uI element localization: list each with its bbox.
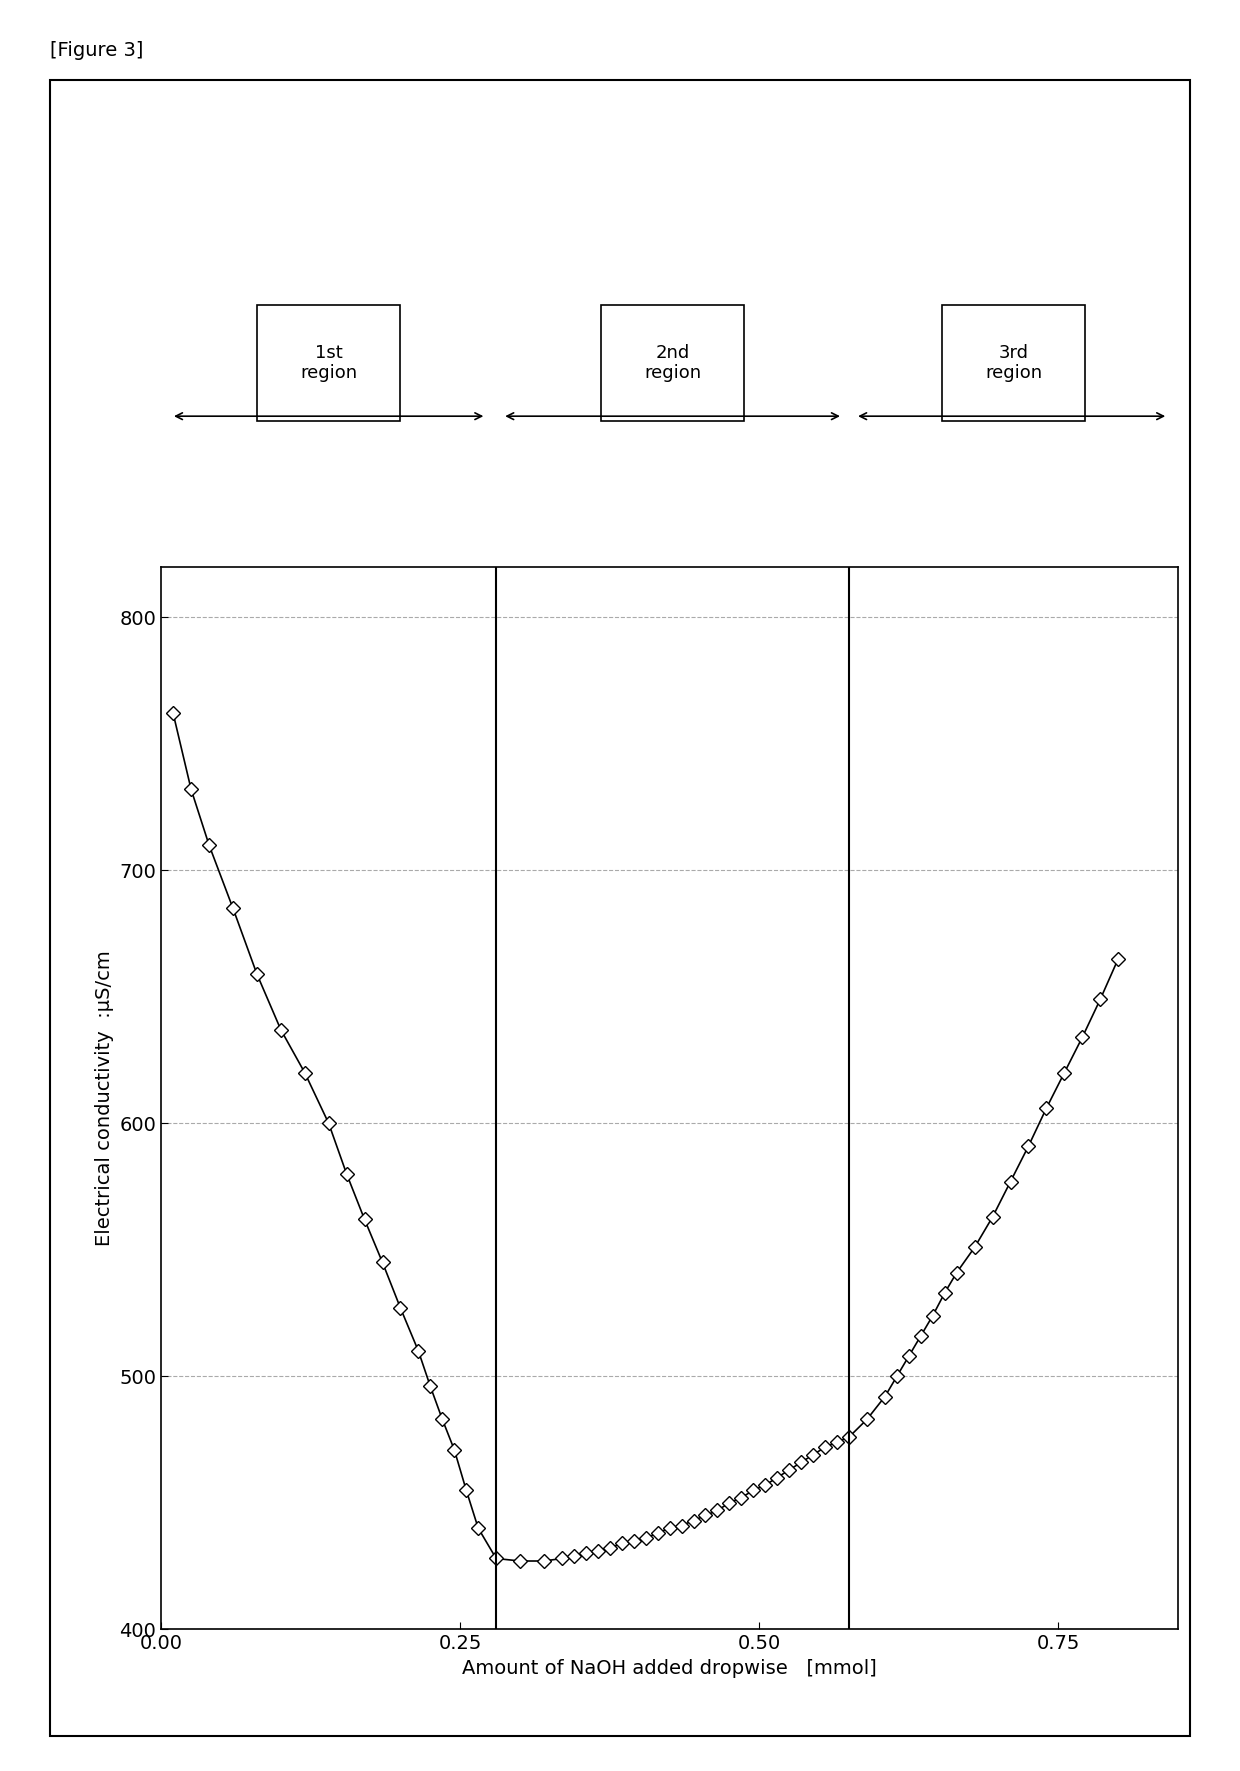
Y-axis label: Electrical conductivity  :μS/cm: Electrical conductivity :μS/cm — [94, 951, 114, 1245]
Text: [Figure 3]: [Figure 3] — [50, 41, 143, 60]
Text: 3rd
region: 3rd region — [985, 344, 1042, 383]
Text: 1st
region: 1st region — [300, 344, 357, 383]
Text: 2nd
region: 2nd region — [644, 344, 701, 383]
X-axis label: Amount of NaOH added dropwise   [mmol]: Amount of NaOH added dropwise [mmol] — [463, 1659, 877, 1677]
